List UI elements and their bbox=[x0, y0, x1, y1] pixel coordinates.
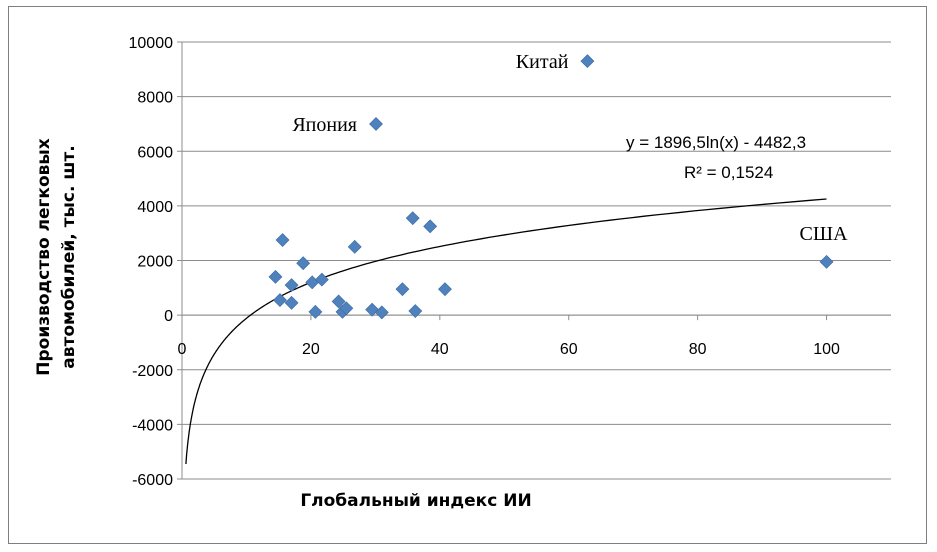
x-axis-title: Глобальный индекс ИИ bbox=[300, 491, 531, 511]
y-tick-label: -6000 bbox=[132, 472, 173, 489]
data-point bbox=[284, 295, 299, 310]
x-tick-label: 20 bbox=[302, 341, 320, 358]
x-tick-label: 0 bbox=[178, 341, 187, 358]
y-tick-label: 8000 bbox=[137, 90, 173, 107]
data-point bbox=[268, 269, 283, 284]
y-tick-label: 6000 bbox=[137, 144, 173, 161]
x-tick-label: 60 bbox=[560, 341, 578, 358]
data-point bbox=[405, 211, 420, 226]
x-tick-label: 100 bbox=[813, 341, 840, 358]
y-tick-label: 0 bbox=[164, 308, 173, 325]
data-point bbox=[365, 302, 380, 317]
data-point bbox=[374, 305, 389, 320]
y-tick-label: 2000 bbox=[137, 254, 173, 271]
data-points bbox=[268, 54, 834, 320]
trendline-equation: y = 1896,5ln(x) - 4482,3 bbox=[626, 133, 806, 152]
data-point bbox=[438, 282, 452, 297]
data-point bbox=[819, 254, 834, 269]
tick-labels: -6000 -4000 -2000 0 2000 4000 6000 8000 10000 0 20… bbox=[129, 35, 840, 489]
y-tick-label: -4000 bbox=[132, 417, 173, 434]
data-point bbox=[331, 294, 346, 309]
y-axis-title-line-1: Производство легковых bbox=[34, 138, 54, 376]
y-tick-label: -2000 bbox=[132, 363, 173, 380]
data-point bbox=[308, 304, 323, 319]
data-point bbox=[305, 275, 320, 290]
data-point bbox=[580, 54, 595, 69]
point-label: Япония bbox=[292, 114, 357, 136]
y-tick-label: 4000 bbox=[137, 199, 173, 216]
point-label: США bbox=[800, 223, 849, 245]
x-tick-label: 40 bbox=[431, 341, 449, 358]
point-labels: Китай Япония США bbox=[292, 51, 848, 245]
data-point bbox=[395, 282, 410, 297]
chart-frame: -6000 -4000 -2000 0 2000 4000 6000 8000 10000 0 20… bbox=[8, 6, 927, 544]
point-label: Китай bbox=[516, 51, 569, 73]
trendline-r2: R² = 0,1524 bbox=[684, 163, 773, 182]
axes bbox=[177, 41, 891, 480]
data-point bbox=[314, 272, 329, 287]
data-point bbox=[275, 233, 290, 247]
x-tick-label: 80 bbox=[689, 341, 707, 358]
data-point bbox=[284, 278, 299, 293]
scatter-chart: -6000 -4000 -2000 0 2000 4000 6000 8000 10000 0 20… bbox=[34, 35, 891, 511]
data-point bbox=[296, 256, 311, 271]
data-point bbox=[339, 301, 354, 316]
trendline bbox=[185, 198, 827, 465]
data-point bbox=[273, 293, 287, 308]
gridlines bbox=[182, 41, 891, 480]
data-point bbox=[423, 219, 438, 234]
data-point bbox=[408, 304, 423, 318]
y-axis-title-line-2: автомобилей, тыс. шт. bbox=[59, 145, 79, 368]
y-tick-label: 10000 bbox=[129, 35, 174, 52]
data-point bbox=[347, 239, 362, 254]
data-point bbox=[369, 117, 383, 131]
